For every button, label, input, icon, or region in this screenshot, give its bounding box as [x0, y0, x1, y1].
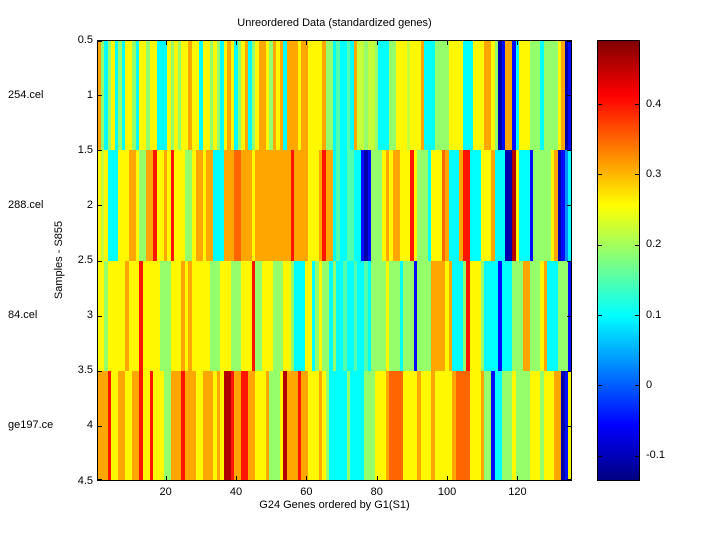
colorbar-tick-label: 0 [646, 378, 653, 391]
y-tick-label: 2.5 [77, 254, 93, 266]
y-tick-label: 1 [86, 88, 93, 101]
sample-row-label: 84.cel [8, 309, 38, 322]
x-tick-label: 120 [508, 486, 527, 498]
y-tick-label: 2 [86, 198, 93, 211]
colorbar-tick-label: 0.1 [646, 308, 662, 321]
y-tick-label: 3.5 [77, 364, 93, 377]
y-tick-label: 0.5 [77, 33, 93, 46]
x-tick-label: 60 [300, 486, 313, 498]
colorbar-tick-label: -0.1 [646, 449, 665, 462]
sample-row-label: 288.cel [8, 198, 44, 211]
y-tick-label: 3 [86, 309, 93, 322]
colorbar-tick-label: 0.4 [646, 97, 662, 110]
x-tick-label: 20 [159, 486, 172, 498]
y-tick-label: 1.5 [77, 143, 93, 156]
chart-title: Unreordered Data (standardized genes) [237, 17, 432, 29]
sample-row-label: ge197.ce [8, 419, 54, 432]
x-tick-label: 80 [370, 486, 383, 498]
y-tick-label: 4 [86, 419, 93, 432]
y-tick-label: 4.5 [77, 474, 93, 487]
x-tick-label: 100 [437, 486, 457, 498]
colorbar-tick-label: 0.3 [646, 167, 662, 180]
sample-row-label: 254.cel [8, 88, 44, 101]
x-tick-label: 40 [229, 486, 243, 498]
y-axis-label: Samples - S855 [53, 220, 65, 300]
colorbar [597, 40, 640, 481]
heatmap-canvas [97, 40, 572, 481]
colorbar-tick-label: 0.2 [646, 238, 662, 251]
x-axis-label: G24 Genes ordered by G1(S1) [259, 499, 410, 511]
